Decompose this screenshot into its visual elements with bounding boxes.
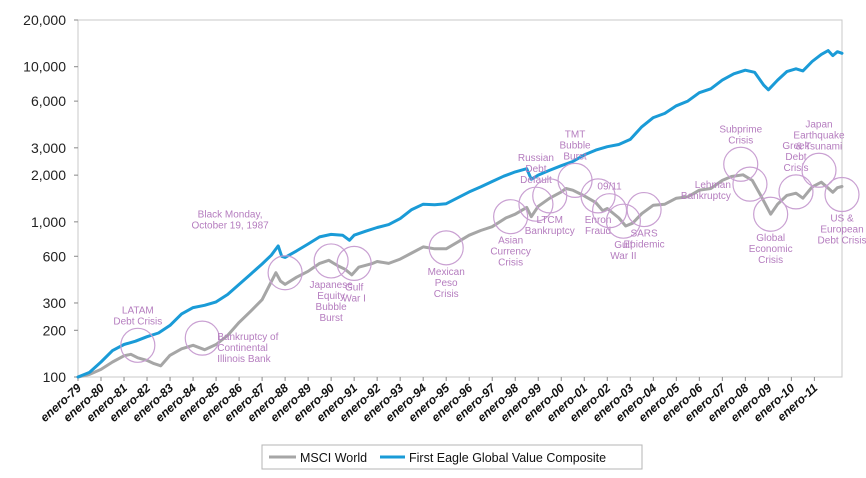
event-label-tmt-bubble: TMT <box>565 129 586 140</box>
event-label-gulf-war-1: War I <box>342 293 366 304</box>
event-label-us-european-debt: US & <box>830 214 854 225</box>
event-circle <box>120 327 156 363</box>
y-tick-label: 3,000 <box>31 140 66 156</box>
event-label-japanese-bubble: Japanese <box>309 280 353 291</box>
event-circle <box>336 245 372 281</box>
event-label-ltcm: Bankruptcy <box>525 226 575 237</box>
event-label-global-economic: Crisis <box>758 255 783 266</box>
event-label-asian-currency: Asian <box>498 236 523 247</box>
y-tick-label: 300 <box>43 295 67 311</box>
event-label-japan-earthquake: & Tsunami <box>796 141 843 152</box>
event-circle <box>626 191 662 228</box>
event-label-us-european-debt: European <box>820 225 863 236</box>
event-label-japan-earthquake: Earthquake <box>793 130 845 141</box>
y-tick-label: 6,000 <box>31 93 66 109</box>
event-label-sars: Epidemic <box>624 240 665 251</box>
event-label-japanese-bubble: Burst <box>319 313 343 324</box>
event-label-global-economic: Global <box>756 233 785 244</box>
event-label-lehman: Bankruptcy <box>681 191 731 202</box>
event-label-black-monday: Black Monday, <box>198 210 263 221</box>
event-label-gulf-war-2: War II <box>610 251 636 262</box>
event-label-latam: Debt Crisis <box>113 316 162 327</box>
event-label-mexican-peso: Peso <box>435 278 458 289</box>
event-label-enron: Enron <box>585 215 612 226</box>
event-label-mexican-peso: Mexican <box>428 267 465 278</box>
plot-frame <box>77 19 843 378</box>
event-label-us-european-debt: Debt Crisis <box>818 236 866 247</box>
event-circle <box>518 186 554 222</box>
event-label-continental: Bankruptcy of <box>217 332 278 343</box>
y-tick-label: 200 <box>43 322 67 338</box>
event-label-greek-debt: Crisis <box>783 163 808 174</box>
event-circle <box>778 174 814 210</box>
event-label-japanese-bubble: Bubble <box>316 302 348 313</box>
y-tick-label: 20,000 <box>23 12 66 28</box>
event-circle <box>801 152 837 188</box>
event-circle <box>313 243 349 279</box>
event-circle <box>824 176 860 213</box>
event-label-gulf-war-2: Gulf <box>614 240 633 251</box>
event-label-russian-default: Default <box>520 175 552 186</box>
series-line-first-eagle <box>76 49 844 379</box>
event-label-russian-default: Russian <box>518 153 554 164</box>
event-label-enron: Fraud <box>585 226 611 237</box>
event-label-subprime: Crisis <box>728 135 753 146</box>
event-label-greek-debt: Debt <box>785 152 806 163</box>
event-circle <box>605 203 641 239</box>
event-label-global-economic: Economic <box>749 244 793 255</box>
event-circle <box>267 255 303 291</box>
event-circle <box>723 146 759 182</box>
event-label-continental: Illinois Bank <box>217 354 271 365</box>
legend-box <box>261 444 643 470</box>
legend-label-msci-world: MSCI World <box>300 451 367 465</box>
event-label-asian-currency: Crisis <box>498 258 523 269</box>
event-label-continental: Continental <box>217 343 268 354</box>
y-tick-label: 2,000 <box>31 167 66 183</box>
event-label-greek-debt: Greek <box>782 141 810 152</box>
event-label-russian-default: Debt <box>525 164 546 175</box>
event-label-latam: LATAM <box>122 305 154 316</box>
y-tick-label: 600 <box>43 248 67 264</box>
event-label-sept-11: 09/11 <box>597 182 622 193</box>
event-label-asian-currency: Currency <box>490 247 531 258</box>
event-label-lehman: Lehman <box>695 180 731 191</box>
event-label-mexican-peso: Crisis <box>434 289 459 300</box>
event-label-tmt-bubble: Burst <box>563 151 587 162</box>
event-label-japanese-bubble: Equity <box>317 291 345 302</box>
legend-label-first-eagle: First Eagle Global Value Composite <box>409 451 606 465</box>
event-label-subprime: Subprime <box>719 124 762 135</box>
y-tick-label: 100 <box>43 369 67 385</box>
event-label-black-monday: October 19, 1987 <box>191 221 269 232</box>
event-circle <box>732 166 768 202</box>
y-tick-label: 1,000 <box>31 214 66 230</box>
event-circle <box>493 199 529 235</box>
event-label-ltcm: LTCM <box>537 215 563 226</box>
event-label-tmt-bubble: Bubble <box>559 140 591 151</box>
y-tick-label: 10,000 <box>23 59 66 75</box>
event-circle <box>184 320 220 356</box>
event-circle <box>428 230 464 266</box>
event-circle <box>753 196 789 232</box>
event-circle <box>580 178 616 214</box>
event-label-sars: SARS <box>630 229 658 240</box>
event-label-gulf-war-1: Gulf <box>345 282 364 293</box>
event-label-japan-earthquake: Japan <box>805 119 832 130</box>
